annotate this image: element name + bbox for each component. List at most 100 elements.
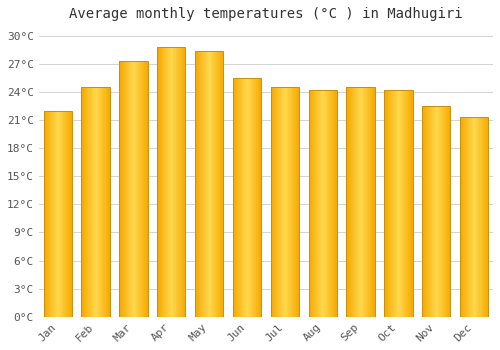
Bar — [447, 106, 448, 317]
Bar — [460, 117, 488, 317]
Bar — [184, 47, 185, 317]
Bar — [165, 47, 166, 317]
Bar — [423, 106, 424, 317]
Bar — [324, 90, 325, 317]
Bar — [104, 87, 105, 317]
Bar — [435, 106, 436, 317]
Bar — [315, 90, 316, 317]
Bar — [384, 90, 385, 317]
Bar — [297, 87, 298, 317]
Bar — [44, 111, 45, 317]
Bar — [202, 51, 203, 317]
Bar — [314, 90, 315, 317]
Bar — [195, 51, 224, 317]
Bar — [446, 106, 447, 317]
Bar — [327, 90, 328, 317]
Bar — [62, 111, 64, 317]
Bar — [308, 90, 337, 317]
Bar — [166, 47, 167, 317]
Bar — [134, 61, 135, 317]
Bar — [82, 87, 83, 317]
Bar — [247, 78, 248, 317]
Bar — [89, 87, 90, 317]
Bar — [292, 87, 294, 317]
Bar — [481, 117, 482, 317]
Bar — [182, 47, 184, 317]
Bar — [279, 87, 280, 317]
Bar — [328, 90, 329, 317]
Bar — [425, 106, 426, 317]
Bar — [369, 87, 370, 317]
Bar — [468, 117, 469, 317]
Bar — [252, 78, 254, 317]
Bar — [71, 111, 72, 317]
Bar — [164, 47, 165, 317]
Bar — [474, 117, 475, 317]
Bar — [298, 87, 299, 317]
Bar — [94, 87, 95, 317]
Bar — [157, 47, 158, 317]
Bar — [405, 90, 406, 317]
Bar — [70, 111, 71, 317]
Bar — [82, 87, 110, 317]
Bar — [397, 90, 398, 317]
Bar — [350, 87, 352, 317]
Bar — [258, 78, 259, 317]
Bar — [411, 90, 412, 317]
Bar — [427, 106, 428, 317]
Bar — [445, 106, 446, 317]
Bar — [386, 90, 387, 317]
Bar — [312, 90, 313, 317]
Bar — [349, 87, 350, 317]
Bar — [438, 106, 439, 317]
Bar — [390, 90, 392, 317]
Bar — [396, 90, 397, 317]
Bar — [49, 111, 50, 317]
Bar — [442, 106, 444, 317]
Bar — [216, 51, 217, 317]
Bar — [277, 87, 278, 317]
Bar — [135, 61, 136, 317]
Bar — [238, 78, 239, 317]
Bar — [255, 78, 256, 317]
Bar — [469, 117, 470, 317]
Bar — [235, 78, 236, 317]
Bar — [141, 61, 142, 317]
Bar — [477, 117, 478, 317]
Bar — [137, 61, 138, 317]
Bar — [158, 47, 159, 317]
Bar — [463, 117, 464, 317]
Bar — [108, 87, 109, 317]
Bar — [215, 51, 216, 317]
Bar — [487, 117, 488, 317]
Bar — [122, 61, 123, 317]
Bar — [174, 47, 175, 317]
Bar — [392, 90, 394, 317]
Bar — [127, 61, 128, 317]
Bar — [64, 111, 65, 317]
Bar — [199, 51, 200, 317]
Bar — [368, 87, 369, 317]
Bar — [102, 87, 104, 317]
Bar — [387, 90, 388, 317]
Bar — [465, 117, 466, 317]
Bar — [234, 78, 235, 317]
Bar — [272, 87, 273, 317]
Bar — [354, 87, 355, 317]
Bar — [404, 90, 405, 317]
Bar — [275, 87, 276, 317]
Bar — [220, 51, 221, 317]
Bar — [53, 111, 54, 317]
Bar — [276, 87, 277, 317]
Bar — [332, 90, 334, 317]
Bar — [406, 90, 407, 317]
Bar — [370, 87, 371, 317]
Bar — [448, 106, 449, 317]
Bar — [129, 61, 130, 317]
Bar — [47, 111, 48, 317]
Bar — [179, 47, 180, 317]
Bar — [87, 87, 88, 317]
Bar — [233, 78, 234, 317]
Bar — [69, 111, 70, 317]
Bar — [325, 90, 326, 317]
